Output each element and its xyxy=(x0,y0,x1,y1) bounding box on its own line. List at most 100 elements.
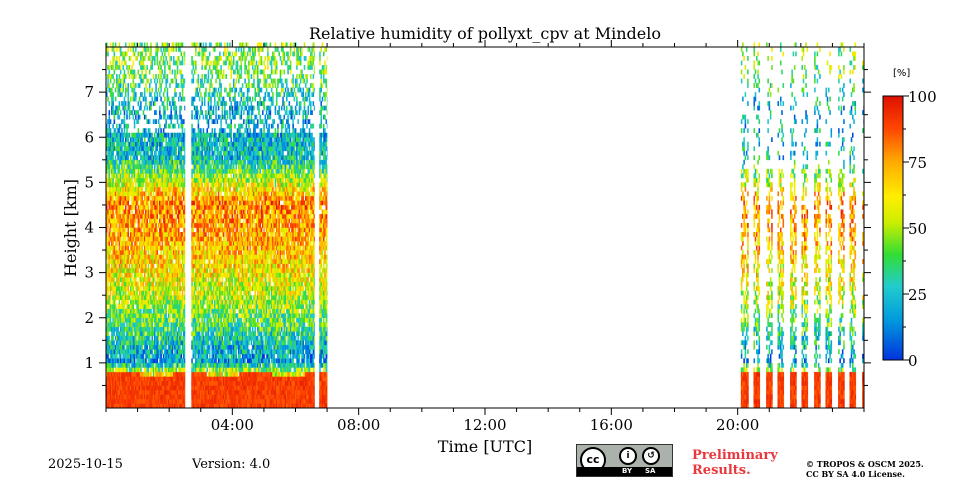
heat-cell xyxy=(118,245,121,251)
heat-cell xyxy=(198,250,201,255)
heat-cell xyxy=(197,119,200,125)
heat-cell xyxy=(181,186,184,192)
heat-cell xyxy=(143,380,146,386)
heat-cell xyxy=(107,65,109,70)
heat-cell xyxy=(181,232,184,237)
heat-cell xyxy=(192,308,195,314)
heat-cell xyxy=(159,367,161,373)
heat-cell xyxy=(206,380,208,386)
heat-cell xyxy=(148,299,151,305)
heat-cell xyxy=(175,353,178,359)
heat-cell xyxy=(130,380,132,386)
heat-cell xyxy=(178,254,180,260)
heat-cell xyxy=(106,227,108,233)
heat-cell xyxy=(183,51,185,57)
heat-cell xyxy=(143,114,146,120)
heat-cell xyxy=(111,105,113,111)
heat-cell xyxy=(181,137,184,143)
heat-cell xyxy=(148,236,151,242)
heat-cell xyxy=(130,398,132,404)
heat-cell xyxy=(183,186,185,192)
heat-cell xyxy=(113,371,116,377)
heat-cell xyxy=(197,173,200,179)
heat-cell xyxy=(170,110,172,115)
heat-cell xyxy=(170,236,172,242)
heat-cell xyxy=(193,236,196,242)
heat-cell xyxy=(116,123,118,129)
heat-cell xyxy=(156,200,159,206)
heat-cell xyxy=(142,254,145,260)
heat-cell xyxy=(151,380,154,386)
heat-cell xyxy=(179,191,181,197)
heat-cell xyxy=(108,349,111,355)
heat-cell xyxy=(118,209,121,215)
heat-cell xyxy=(155,159,157,165)
heat-cell xyxy=(164,159,166,165)
heat-cell xyxy=(193,259,196,264)
heat-cell xyxy=(205,295,207,300)
heat-cell xyxy=(166,272,169,278)
heat-cell xyxy=(174,394,176,400)
heat-cell xyxy=(155,168,157,174)
heat-cell xyxy=(154,353,156,359)
heat-cell xyxy=(205,335,207,341)
heat-cell xyxy=(146,335,148,341)
heat-cell xyxy=(200,376,202,382)
heat-cell xyxy=(116,213,118,219)
heat-cell xyxy=(122,141,124,147)
heat-cell xyxy=(154,403,156,409)
heat-cell xyxy=(124,42,127,48)
heat-cell xyxy=(180,42,183,48)
heat-cell xyxy=(124,340,127,346)
heat-cell xyxy=(178,349,180,355)
heat-cell xyxy=(147,290,150,296)
heat-cell xyxy=(159,308,161,314)
heat-cell xyxy=(118,322,121,328)
heat-cell xyxy=(206,213,208,219)
heat-cell xyxy=(200,389,202,395)
heat-cell xyxy=(170,331,172,337)
heat-cell xyxy=(198,403,201,409)
heat-cell xyxy=(180,96,183,102)
heat-cell xyxy=(171,344,174,350)
heat-cell xyxy=(180,367,183,373)
heat-cell xyxy=(169,362,171,368)
heat-cell xyxy=(167,326,170,332)
heat-cell xyxy=(174,182,176,188)
heat-cell xyxy=(160,209,162,215)
heat-cell xyxy=(176,168,179,174)
heat-cell xyxy=(178,331,180,337)
heat-cell xyxy=(108,119,111,125)
heat-cell xyxy=(148,155,151,161)
heat-cell xyxy=(143,254,146,260)
heat-cell xyxy=(176,159,179,165)
heat-cell xyxy=(166,281,169,287)
heat-cell xyxy=(165,290,167,296)
heat-cell xyxy=(201,380,203,386)
heat-cell xyxy=(167,259,170,264)
heat-cell xyxy=(155,326,157,332)
heat-cell xyxy=(172,376,175,382)
heat-cell xyxy=(123,173,126,179)
heat-cell xyxy=(109,42,112,48)
heat-cell xyxy=(150,146,152,152)
heat-cell xyxy=(145,150,147,156)
heat-cell xyxy=(122,186,124,192)
heat-cell xyxy=(124,222,127,228)
heat-cell xyxy=(157,349,160,355)
heat-cell xyxy=(142,380,145,386)
heat-cell xyxy=(162,272,165,278)
heat-cell xyxy=(138,146,141,152)
heat-cell xyxy=(170,376,172,382)
heat-cell xyxy=(193,362,196,368)
heat-cell xyxy=(181,241,184,246)
heat-cell xyxy=(128,272,131,278)
heat-cell xyxy=(201,159,203,165)
heat-cell xyxy=(152,186,155,192)
heat-cell xyxy=(108,110,111,115)
heat-cell xyxy=(151,218,154,224)
heat-cell xyxy=(161,340,164,346)
heat-cell xyxy=(116,281,118,287)
heat-cell xyxy=(142,227,145,233)
heat-cell xyxy=(116,277,118,282)
